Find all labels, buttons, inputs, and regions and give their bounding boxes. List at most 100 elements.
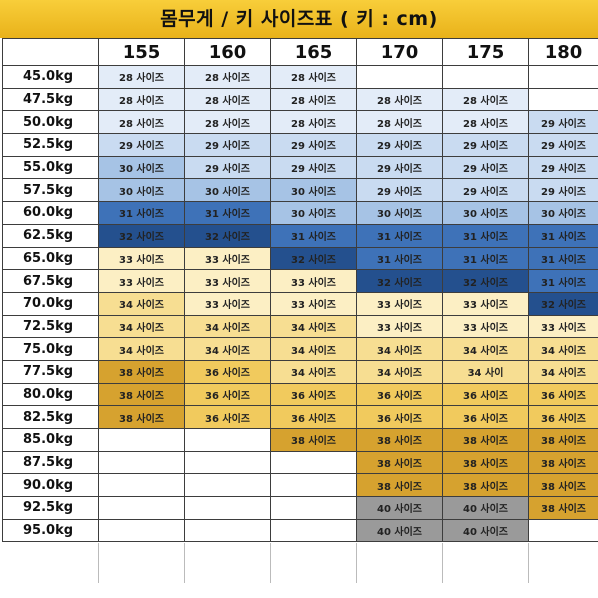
- empty-cell: [270, 473, 357, 498]
- empty-cell: [270, 496, 357, 520]
- size-cell: 40 사이즈: [442, 518, 529, 543]
- size-cell: 40 사이즈: [442, 496, 529, 520]
- size-cell: 28 사이즈: [356, 110, 443, 135]
- size-cell: 38 사이즈: [442, 428, 529, 452]
- table-row: 70.0kg 34 사이즈 33 사이즈 33 사이즈 33 사이즈 33 사이즈 32 사…: [2, 291, 598, 316]
- size-cell: 36 사이즈: [528, 382, 598, 407]
- size-cell: 34 사이즈: [528, 337, 598, 361]
- size-cell: 29 사이즈: [270, 155, 357, 180]
- size-cell: 31 사이즈: [184, 201, 271, 225]
- size-cell: 38 사이즈: [442, 473, 529, 498]
- size-cell: 34 사이즈: [98, 291, 185, 316]
- size-cell: 33 사이즈: [270, 269, 357, 293]
- table-row: 62.5kg 32 사이즈 32 사이즈 31 사이즈 31 사이즈 31 사이즈 31 사…: [2, 223, 598, 248]
- size-cell: 33 사이즈: [184, 269, 271, 293]
- size-cell: 28 사이즈: [98, 65, 185, 89]
- divider: [442, 543, 443, 583]
- divider: [184, 543, 185, 583]
- size-cell: 29 사이즈: [184, 133, 271, 157]
- empty-cell: [528, 65, 598, 89]
- header-row: 155 160 165 170 175 180: [2, 38, 598, 66]
- size-cell: 29 사이즈: [528, 110, 598, 135]
- size-cell: 36 사이즈: [184, 359, 271, 384]
- weight-label: 75.0kg: [2, 337, 99, 361]
- size-cell: 29 사이즈: [442, 178, 529, 203]
- bottom-strip: [2, 543, 598, 598]
- height-header: 175: [442, 38, 529, 66]
- size-table: 155 160 165 170 175 180 45.0kg 28 사이즈 28 사이즈 28 …: [2, 38, 598, 543]
- empty-cell: [98, 428, 185, 452]
- weight-label: 67.5kg: [2, 269, 99, 293]
- size-cell: 32 사이즈: [270, 246, 357, 271]
- weight-label: 52.5kg: [2, 133, 99, 157]
- size-cell: 30 사이즈: [442, 201, 529, 225]
- weight-label: 47.5kg: [2, 87, 99, 112]
- size-cell: 33 사이즈: [184, 246, 271, 271]
- empty-cell: [98, 518, 185, 543]
- size-cell: 34 사이즈: [270, 337, 357, 361]
- empty-cell: [98, 473, 185, 498]
- size-cell: 31 사이즈: [528, 246, 598, 271]
- size-cell: 34 사이즈: [270, 314, 357, 339]
- size-cell: 28 사이즈: [270, 110, 357, 135]
- table-row: 60.0kg 31 사이즈 31 사이즈 30 사이즈 30 사이즈 30 사이즈 30 사…: [2, 201, 598, 225]
- empty-cell: [184, 518, 271, 543]
- weight-label: 60.0kg: [2, 201, 99, 225]
- size-cell: 36 사이즈: [184, 405, 271, 429]
- size-cell: 34 사이즈: [442, 337, 529, 361]
- size-cell: 33 사이즈: [356, 314, 443, 339]
- size-cell: 32 사이즈: [98, 223, 185, 248]
- divider: [356, 543, 357, 583]
- size-cell: 28 사이즈: [270, 65, 357, 89]
- divider: [528, 543, 529, 583]
- table-row: 52.5kg 29 사이즈 29 사이즈 29 사이즈 29 사이즈 29 사이즈 29 사…: [2, 133, 598, 157]
- table-row: 65.0kg 33 사이즈 33 사이즈 32 사이즈 31 사이즈 31 사이즈 31 사…: [2, 246, 598, 271]
- size-cell: 36 사이즈: [356, 405, 443, 429]
- table-row: 95.0kg 40 사이즈 40 사이즈: [2, 518, 598, 543]
- weight-label: 50.0kg: [2, 110, 99, 135]
- size-cell: 30 사이즈: [356, 201, 443, 225]
- empty-cell: [356, 65, 443, 89]
- size-cell: 29 사이즈: [98, 133, 185, 157]
- size-cell: 31 사이즈: [356, 246, 443, 271]
- size-cell: 34 사이즈: [356, 337, 443, 361]
- size-cell: 30 사이즈: [98, 178, 185, 203]
- weight-label: 57.5kg: [2, 178, 99, 203]
- height-header: 170: [356, 38, 443, 66]
- size-cell: 40 사이즈: [356, 496, 443, 520]
- size-cell: 28 사이즈: [98, 87, 185, 112]
- size-cell: 38 사이즈: [528, 450, 598, 475]
- size-cell: 38 사이즈: [528, 473, 598, 498]
- size-cell: 29 사이즈: [528, 133, 598, 157]
- size-cell: 28 사이즈: [270, 87, 357, 112]
- size-cell: 29 사이즈: [442, 133, 529, 157]
- size-cell: 32 사이즈: [528, 291, 598, 316]
- size-cell: 34 사이즈: [356, 359, 443, 384]
- weight-label: 92.5kg: [2, 496, 99, 520]
- size-cell: 28 사이즈: [184, 87, 271, 112]
- empty-cell: [184, 473, 271, 498]
- size-cell: 36 사이즈: [270, 405, 357, 429]
- table-row: 82.5kg 38 사이즈 36 사이즈 36 사이즈 36 사이즈 36 사이즈 36 사…: [2, 405, 598, 429]
- size-cell: 29 사이즈: [270, 133, 357, 157]
- weight-label: 95.0kg: [2, 518, 99, 543]
- weight-label: 65.0kg: [2, 246, 99, 271]
- size-cell: 29 사이즈: [356, 155, 443, 180]
- size-cell: 29 사이즈: [184, 155, 271, 180]
- size-cell: 34 사이즈: [98, 314, 185, 339]
- empty-cell: [184, 428, 271, 452]
- weight-label: 85.0kg: [2, 428, 99, 452]
- table-row: 57.5kg 30 사이즈 30 사이즈 30 사이즈 29 사이즈 29 사이즈 29 사…: [2, 178, 598, 203]
- size-cell: 33 사이즈: [270, 291, 357, 316]
- size-cell: 31 사이즈: [270, 223, 357, 248]
- size-cell: 28 사이즈: [442, 110, 529, 135]
- size-cell: 34 사이즈: [270, 359, 357, 384]
- size-cell: 31 사이즈: [98, 201, 185, 225]
- size-cell: 30 사이즈: [270, 178, 357, 203]
- size-cell: 38 사이즈: [528, 428, 598, 452]
- size-cell: 31 사이즈: [528, 269, 598, 293]
- size-cell: 28 사이즈: [442, 87, 529, 112]
- chart-title: 몸무게 / 키 사이즈표 ( 키 : cm): [160, 8, 438, 30]
- size-cell: 29 사이즈: [356, 178, 443, 203]
- size-cell: 36 사이즈: [356, 382, 443, 407]
